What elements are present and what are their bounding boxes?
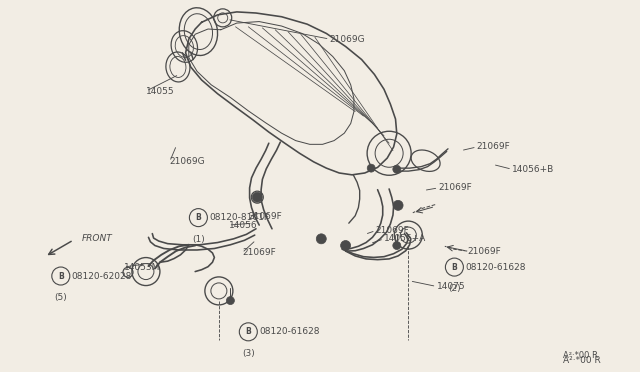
Text: 21069F: 21069F [248, 212, 282, 221]
Circle shape [252, 192, 262, 202]
Text: A²·​*00 R: A²·​*00 R [563, 356, 601, 365]
Text: 14056+A: 14056+A [384, 234, 426, 243]
Text: A²·*00 R: A²·*00 R [563, 351, 598, 360]
Text: 21069F: 21069F [376, 226, 410, 235]
Circle shape [340, 241, 351, 250]
Text: 21069F: 21069F [477, 142, 511, 151]
Circle shape [316, 234, 326, 244]
Text: 14075: 14075 [436, 282, 465, 291]
Text: 21069G: 21069G [170, 157, 205, 166]
Text: (5): (5) [54, 293, 67, 302]
Text: 14056: 14056 [228, 221, 257, 230]
Text: B: B [58, 272, 63, 280]
Text: 21069F: 21069F [438, 183, 472, 192]
Text: 21069F: 21069F [467, 247, 501, 256]
Text: B: B [196, 213, 201, 222]
Text: 08120-62028: 08120-62028 [72, 272, 132, 280]
Text: 08120-61628: 08120-61628 [465, 263, 526, 272]
Circle shape [393, 241, 401, 250]
Circle shape [367, 164, 375, 172]
Text: 14056+B: 14056+B [512, 165, 554, 174]
Text: B: B [452, 263, 457, 272]
Text: 21069G: 21069G [330, 35, 365, 44]
Text: 08120-8161F: 08120-8161F [209, 213, 269, 222]
Text: 08120-61628: 08120-61628 [259, 327, 320, 336]
Text: B: B [246, 327, 251, 336]
Text: (3): (3) [242, 349, 255, 358]
Text: (2): (2) [448, 284, 461, 293]
Text: 14053M: 14053M [124, 263, 160, 272]
Text: (1): (1) [192, 235, 205, 244]
Text: FRONT: FRONT [82, 234, 113, 243]
Circle shape [393, 201, 403, 210]
Circle shape [393, 165, 401, 173]
Text: 14055: 14055 [146, 87, 175, 96]
Circle shape [227, 296, 234, 305]
Text: 21069F: 21069F [242, 248, 276, 257]
